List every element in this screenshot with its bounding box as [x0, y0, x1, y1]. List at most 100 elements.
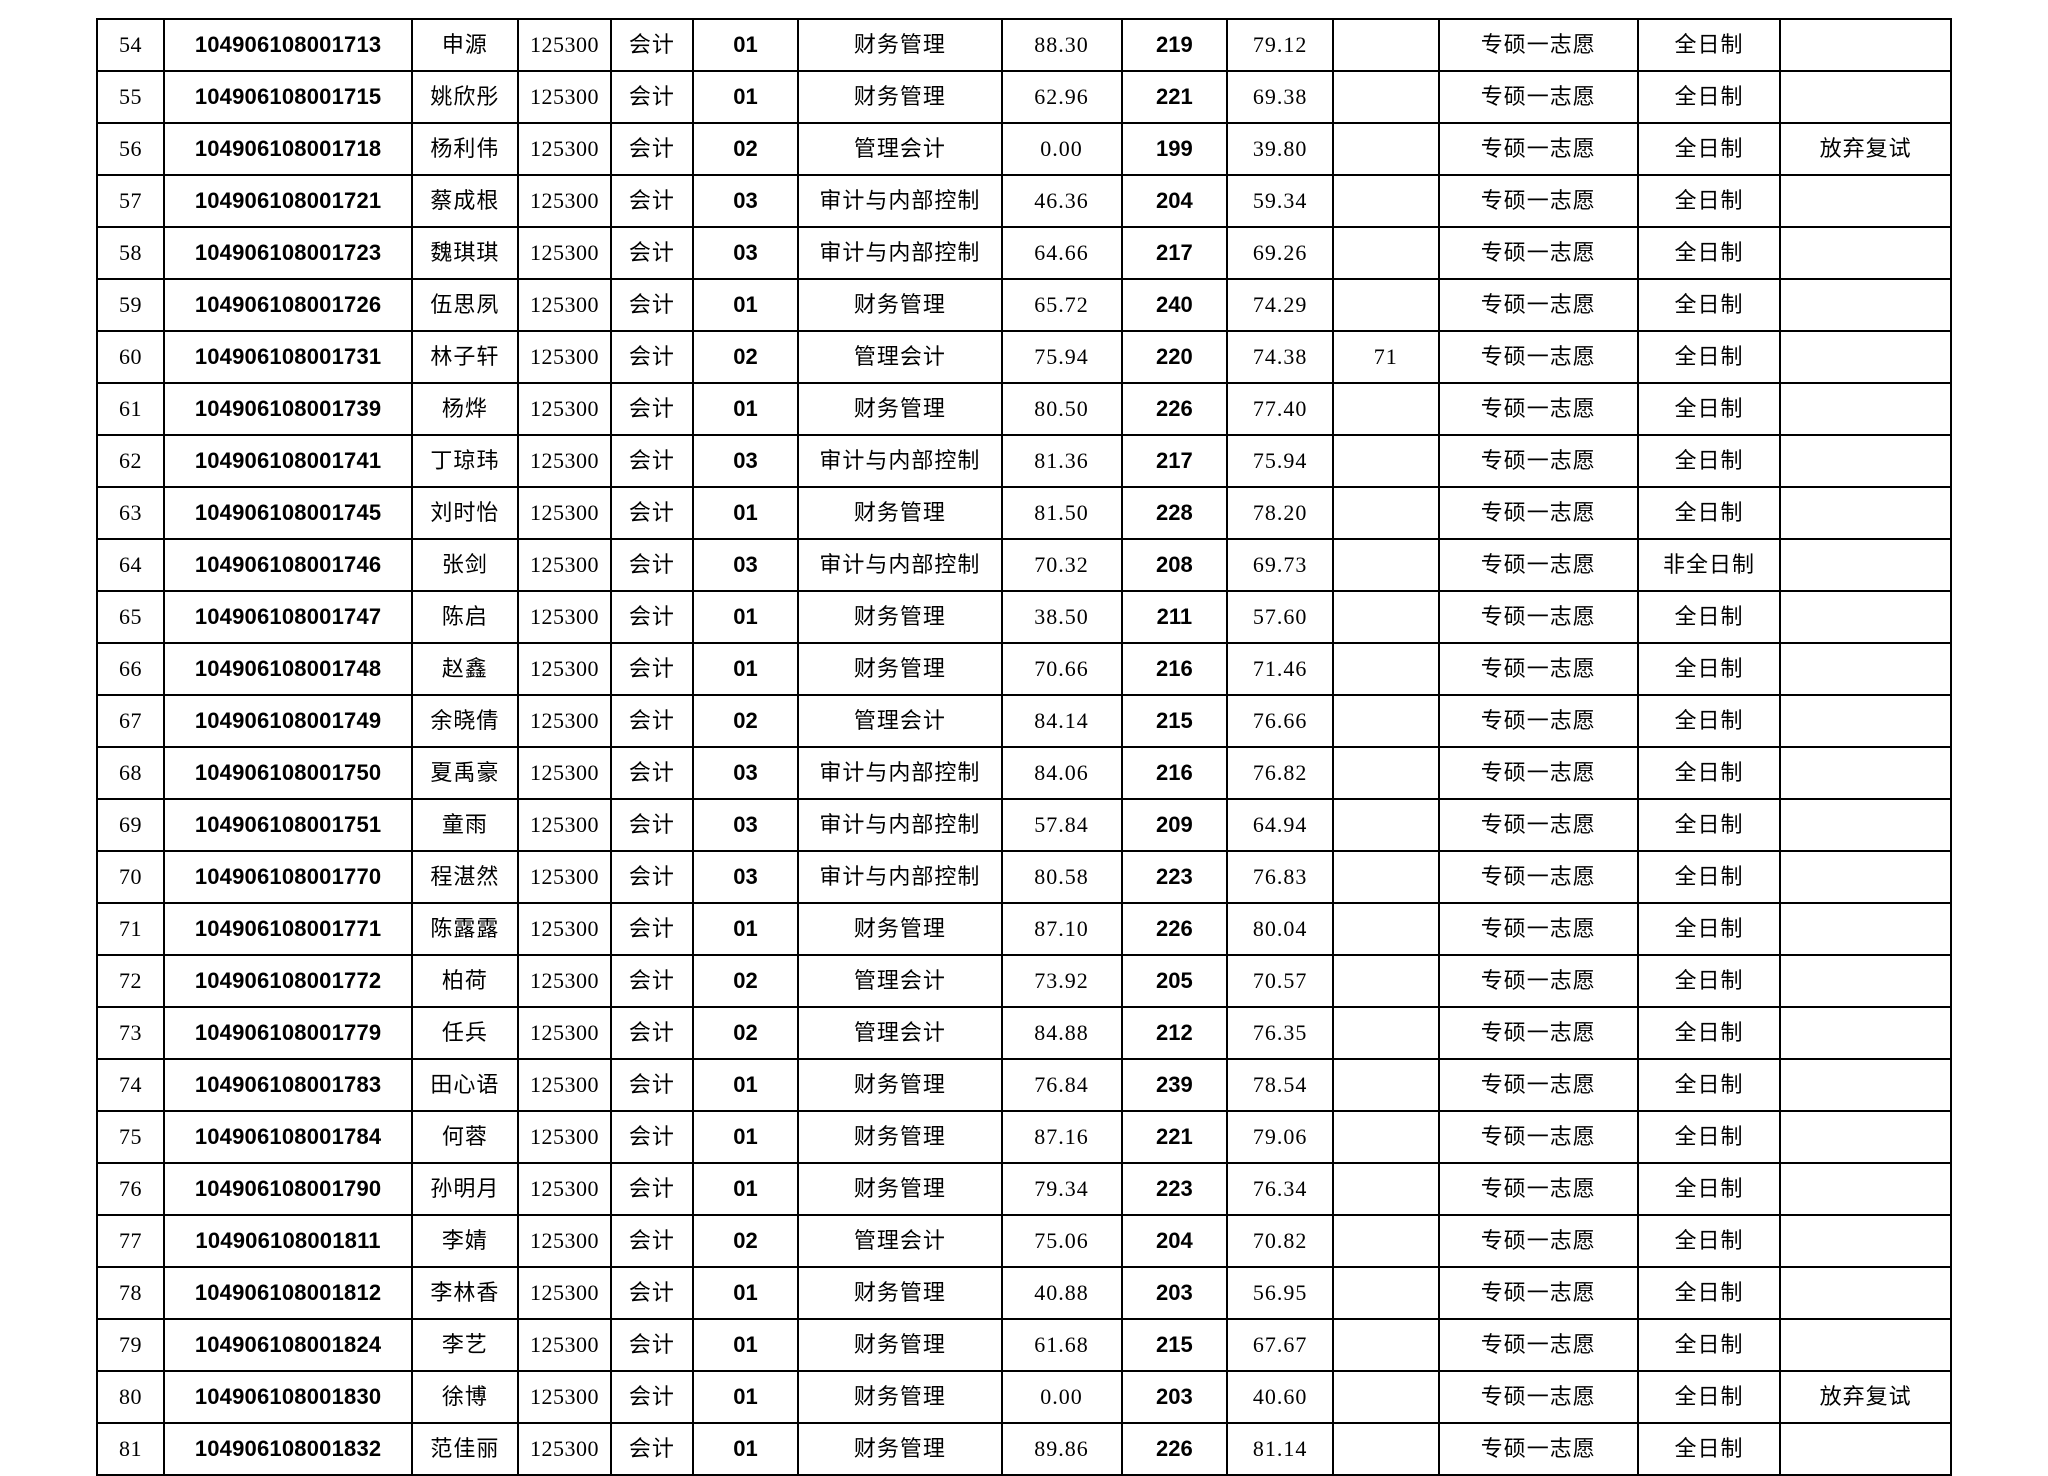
cell-major-code: 125300: [516, 1266, 613, 1320]
cell-final: 69.73: [1226, 538, 1334, 592]
cell-dir-code: 02: [691, 122, 800, 176]
cell-mode: 全日制: [1636, 1110, 1782, 1164]
cell-total: 215: [1120, 694, 1229, 748]
cell-name: 张剑: [411, 538, 519, 592]
cell-major-name: 会计: [610, 694, 694, 748]
cell-total: 203: [1120, 1370, 1229, 1424]
cell-exam-no: 104906108001779: [163, 1006, 414, 1060]
cell-major-name: 会计: [610, 1162, 694, 1216]
cell-major-code: 125300: [516, 1058, 613, 1112]
cell-score1: 70.32: [1000, 538, 1123, 592]
cell-major-name: 会计: [610, 226, 694, 280]
cell-type: 专硕一志愿: [1437, 330, 1639, 384]
cell-score1: 88.30: [1000, 18, 1123, 72]
cell-extra: [1331, 1266, 1440, 1320]
cell-final: 79.12: [1226, 18, 1334, 72]
cell-remark: [1779, 1110, 1952, 1164]
table-row: 61 104906108001739 杨烨 125300 会计 01 财务管理 80.50 22…: [95, 382, 1952, 436]
table-row: 62 104906108001741 丁琼玮 125300 会计 03 审计与内部控制 81.…: [95, 434, 1952, 488]
cell-major-name: 会计: [610, 1110, 694, 1164]
cell-type: 专硕一志愿: [1437, 850, 1639, 904]
cell-mode: 全日制: [1636, 590, 1782, 644]
cell-major-name: 会计: [610, 278, 694, 332]
cell-exam-no: 104906108001830: [163, 1370, 414, 1424]
cell-remark: [1779, 18, 1952, 72]
cell-remark: [1779, 174, 1952, 228]
cell-total: 199: [1120, 122, 1229, 176]
cell-final: 75.94: [1226, 434, 1334, 488]
table-row: 81 104906108001832 范佳丽 125300 会计 01 财务管理 89.86 2…: [95, 1422, 1952, 1476]
cell-dir-code: 03: [691, 746, 800, 800]
cell-exam-no: 104906108001747: [163, 590, 414, 644]
cell-extra: [1331, 902, 1440, 956]
table-row: 64 104906108001746 张剑 125300 会计 03 审计与内部控制 70.3…: [95, 538, 1952, 592]
cell-exam-no: 104906108001723: [163, 226, 414, 280]
cell-exam-no: 104906108001784: [163, 1110, 414, 1164]
cell-remark: [1779, 746, 1952, 800]
cell-mode: 全日制: [1636, 798, 1782, 852]
cell-type: 专硕一志愿: [1437, 1214, 1639, 1268]
cell-dir-code: 02: [691, 1214, 800, 1268]
cell-type: 专硕一志愿: [1437, 694, 1639, 748]
cell-extra: [1331, 798, 1440, 852]
cell-total: 240: [1120, 278, 1229, 332]
cell-name: 申源: [411, 18, 519, 72]
cell-name: 魏琪琪: [411, 226, 519, 280]
cell-remark: [1779, 590, 1952, 644]
cell-dir-name: 财务管理: [797, 486, 1003, 540]
cell-mode: 全日制: [1636, 694, 1782, 748]
cell-remark: [1779, 330, 1952, 384]
cell-remark: [1779, 1058, 1952, 1112]
cell-major-name: 会计: [610, 954, 694, 1008]
cell-dir-name: 财务管理: [797, 70, 1003, 124]
cell-extra: [1331, 1110, 1440, 1164]
cell-dir-name: 财务管理: [797, 1266, 1003, 1320]
cell-remark: [1779, 798, 1952, 852]
cell-total: 226: [1120, 382, 1229, 436]
cell-major-code: 125300: [516, 122, 613, 176]
table-row: 57 104906108001721 蔡成根 125300 会计 03 审计与内部控制 46.…: [95, 174, 1952, 228]
cell-mode: 全日制: [1636, 1422, 1782, 1476]
cell-total: 217: [1120, 226, 1229, 280]
cell-major-code: 125300: [516, 1006, 613, 1060]
cell-exam-no: 104906108001739: [163, 382, 414, 436]
cell-major-code: 125300: [516, 434, 613, 488]
cell-remark: [1779, 1266, 1952, 1320]
cell-remark: [1779, 1214, 1952, 1268]
cell-dir-name: 管理会计: [797, 1214, 1003, 1268]
cell-dir-code: 02: [691, 330, 800, 384]
cell-index: 80: [95, 1370, 166, 1424]
cell-final: 70.82: [1226, 1214, 1334, 1268]
cell-mode: 全日制: [1636, 954, 1782, 1008]
cell-remark: [1779, 850, 1952, 904]
table-row: 79 104906108001824 李艺 125300 会计 01 财务管理 61.68 21…: [95, 1318, 1952, 1372]
cell-major-name: 会计: [610, 798, 694, 852]
cell-type: 专硕一志愿: [1437, 434, 1639, 488]
cell-score1: 57.84: [1000, 798, 1123, 852]
cell-index: 74: [95, 1058, 166, 1112]
cell-final: 76.83: [1226, 850, 1334, 904]
cell-dir-code: 01: [691, 18, 800, 72]
cell-dir-name: 财务管理: [797, 1110, 1003, 1164]
cell-exam-no: 104906108001832: [163, 1422, 414, 1476]
cell-final: 78.20: [1226, 486, 1334, 540]
cell-final: 78.54: [1226, 1058, 1334, 1112]
cell-mode: 全日制: [1636, 1370, 1782, 1424]
cell-name: 伍思夙: [411, 278, 519, 332]
cell-major-code: 125300: [516, 1370, 613, 1424]
cell-mode: 全日制: [1636, 278, 1782, 332]
cell-mode: 全日制: [1636, 1266, 1782, 1320]
cell-index: 64: [95, 538, 166, 592]
cell-type: 专硕一志愿: [1437, 70, 1639, 124]
table-row: 70 104906108001770 程湛然 125300 会计 03 审计与内部控制 80.…: [95, 850, 1952, 904]
cell-extra: [1331, 1370, 1440, 1424]
cell-exam-no: 104906108001772: [163, 954, 414, 1008]
cell-dir-name: 财务管理: [797, 278, 1003, 332]
cell-exam-no: 104906108001770: [163, 850, 414, 904]
cell-dir-name: 管理会计: [797, 330, 1003, 384]
cell-score1: 87.10: [1000, 902, 1123, 956]
cell-name: 李艺: [411, 1318, 519, 1372]
cell-extra: [1331, 1422, 1440, 1476]
cell-index: 61: [95, 382, 166, 436]
cell-final: 76.34: [1226, 1162, 1334, 1216]
